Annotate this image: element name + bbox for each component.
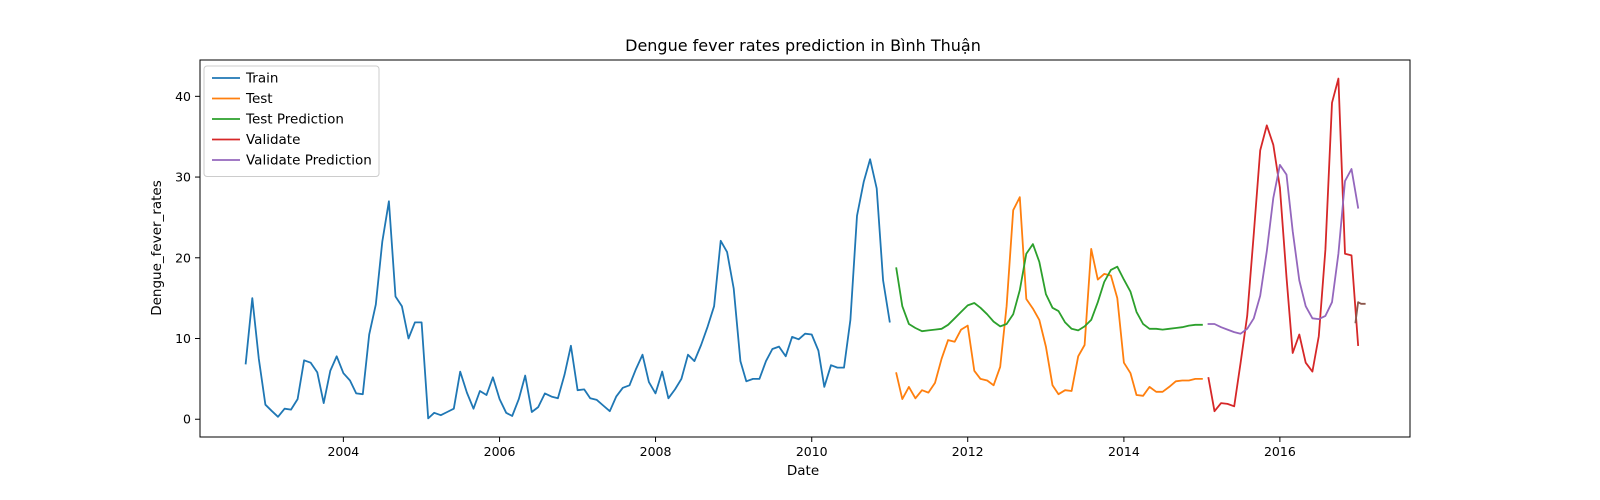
series-line-unlabeled-5	[1354, 301, 1366, 324]
series-line-validate-prediction	[1207, 164, 1360, 335]
chart-title: Dengue fever rates prediction in Bình Th…	[625, 36, 981, 55]
y-tick-label: 0	[183, 412, 191, 427]
x-tick-label: 2014	[1108, 444, 1140, 459]
legend-label-validate-prediction: Validate Prediction	[246, 153, 372, 169]
x-tick-label: 2008	[640, 444, 672, 459]
y-tick-label: 30	[175, 170, 191, 185]
series-line-train	[244, 158, 891, 420]
x-tick-label: 2012	[952, 444, 984, 459]
series-layer	[244, 77, 1366, 420]
legend: Train Test Test Prediction Validate Validate…	[203, 65, 380, 177]
y-tick-label: 20	[175, 250, 191, 265]
y-axis: 0 10 20 30 40	[175, 89, 200, 427]
x-tick-label: 2016	[1264, 444, 1296, 459]
series-line-test-prediction	[895, 243, 1203, 333]
plot-frame	[199, 59, 1411, 438]
x-axis: 2004 2006 2008 2010 2012 2014 2016	[327, 437, 1296, 459]
legend-label-test: Test	[245, 91, 273, 107]
series-line-validate	[1207, 77, 1360, 413]
x-tick-label: 2004	[327, 444, 359, 459]
legend-box	[203, 65, 380, 177]
series-line-test	[895, 196, 1203, 400]
x-axis-label: Date	[787, 463, 819, 479]
x-tick-label: 2010	[796, 444, 828, 459]
legend-label-train: Train	[245, 71, 278, 87]
legend-label-test-prediction: Test Prediction	[245, 112, 344, 128]
x-tick-label: 2006	[484, 444, 516, 459]
y-axis-label: Dengue_fever_rates	[149, 180, 165, 316]
y-tick-label: 10	[175, 331, 191, 346]
legend-label-validate: Validate	[246, 132, 300, 148]
y-tick-label: 40	[175, 89, 191, 104]
